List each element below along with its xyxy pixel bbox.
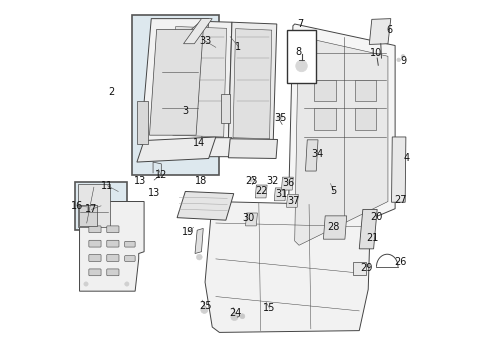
Text: 17: 17 [85,204,98,215]
Text: 3: 3 [182,106,188,116]
Text: 37: 37 [287,196,300,206]
Polygon shape [187,22,206,33]
Polygon shape [245,213,257,226]
Text: 31: 31 [274,189,286,199]
Text: 13: 13 [148,188,160,198]
Text: 13: 13 [134,176,146,186]
Circle shape [400,54,404,58]
Text: 23: 23 [245,176,257,186]
Polygon shape [274,188,285,201]
FancyBboxPatch shape [89,226,101,233]
Circle shape [196,254,202,260]
Polygon shape [140,19,208,144]
Circle shape [201,306,207,314]
FancyBboxPatch shape [106,255,119,261]
Text: 28: 28 [326,222,339,232]
Text: 30: 30 [242,213,254,222]
Polygon shape [359,210,376,249]
Polygon shape [183,19,212,44]
Polygon shape [391,137,405,202]
Text: 10: 10 [369,48,381,58]
Polygon shape [204,202,369,332]
Polygon shape [368,19,390,44]
Text: 34: 34 [310,149,323,159]
FancyBboxPatch shape [106,240,119,247]
Polygon shape [177,192,233,220]
Polygon shape [228,139,277,158]
Text: 21: 21 [366,233,378,243]
FancyBboxPatch shape [89,240,101,247]
Circle shape [83,214,88,218]
FancyBboxPatch shape [106,269,119,276]
Bar [75,182,126,230]
Text: 20: 20 [369,212,382,221]
Polygon shape [167,138,231,157]
Text: 9: 9 [400,56,406,66]
Polygon shape [228,22,276,142]
Bar [314,108,335,130]
Text: 33: 33 [199,36,211,46]
Polygon shape [79,205,97,226]
Circle shape [230,314,238,320]
FancyBboxPatch shape [106,226,119,233]
Polygon shape [78,184,110,226]
Text: 5: 5 [329,186,336,197]
Circle shape [124,282,129,286]
Bar [314,80,335,101]
Polygon shape [172,27,226,137]
Text: 18: 18 [194,176,206,186]
Polygon shape [221,94,230,123]
Text: 27: 27 [393,195,406,205]
Circle shape [239,314,244,319]
Text: 25: 25 [199,301,211,311]
Text: 19: 19 [182,227,194,237]
Text: 26: 26 [393,257,406,267]
Circle shape [83,282,88,286]
Text: 12: 12 [155,170,167,180]
FancyBboxPatch shape [89,269,101,276]
Text: 6: 6 [385,25,391,35]
Polygon shape [281,177,293,190]
Text: 36: 36 [282,178,294,188]
Polygon shape [149,30,203,135]
Circle shape [396,58,400,62]
Circle shape [295,60,306,72]
Bar [286,30,316,83]
Text: 7: 7 [297,19,304,29]
Text: 29: 29 [360,263,372,273]
Text: 35: 35 [274,113,286,123]
Text: 16: 16 [71,201,83,211]
Polygon shape [294,37,387,245]
Polygon shape [137,101,147,144]
Polygon shape [167,21,231,140]
Polygon shape [80,202,144,291]
Circle shape [249,178,252,182]
Bar [354,80,376,101]
Polygon shape [287,24,394,252]
Polygon shape [305,140,317,171]
Text: 4: 4 [403,153,409,163]
Polygon shape [323,216,346,239]
Polygon shape [255,185,266,198]
Polygon shape [233,29,271,139]
Text: 15: 15 [263,303,275,314]
Text: 14: 14 [192,139,204,148]
Text: 2: 2 [108,87,114,97]
Polygon shape [286,194,298,207]
FancyBboxPatch shape [89,255,101,261]
Polygon shape [195,228,203,253]
Circle shape [276,114,282,120]
Text: 8: 8 [295,46,301,57]
Text: 22: 22 [255,186,267,197]
FancyBboxPatch shape [124,256,135,261]
Bar [131,15,219,175]
Text: 24: 24 [228,309,241,318]
Polygon shape [352,262,365,275]
Text: 1: 1 [235,42,241,51]
Text: 32: 32 [266,176,278,186]
Polygon shape [137,137,215,162]
Text: 11: 11 [101,181,113,191]
FancyBboxPatch shape [124,241,135,247]
Bar [354,108,376,130]
